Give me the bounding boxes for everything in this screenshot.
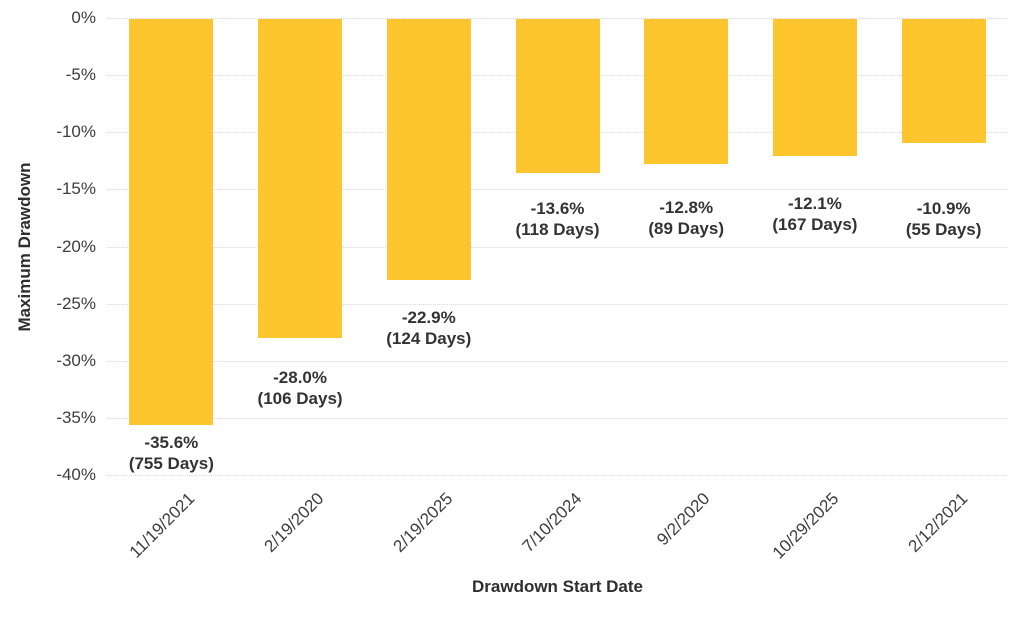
y-tick-label: 0% <box>71 8 96 27</box>
bar-percent-label: -35.6% <box>144 432 199 452</box>
bar-percent-label: -22.9% <box>401 307 456 327</box>
x-tick-label: 11/19/2021 <box>126 489 199 562</box>
bar-percent-label: -28.0% <box>273 367 327 387</box>
x-axis-title: Drawdown Start Date <box>472 577 643 596</box>
bar <box>644 19 729 165</box>
bar <box>258 19 343 338</box>
bar-value-label: -22.9% (124 Days) <box>349 307 509 349</box>
y-tick-label: -15% <box>56 179 96 199</box>
y-gridline <box>107 360 1008 362</box>
y-tick-label: -25% <box>56 293 96 313</box>
x-tick-label: 2/19/2025 <box>389 489 457 556</box>
x-tick-label: 7/10/2024 <box>518 489 585 556</box>
bar-value-label: -12.8% (89 Days) <box>606 197 766 239</box>
y-gridline <box>107 189 1008 191</box>
bar-duration-label: (755 Days) <box>128 453 214 473</box>
bar-value-label: -12.1% (167 Days) <box>735 193 895 235</box>
x-tick-label: 2/12/2021 <box>904 489 972 556</box>
bar-duration-label: (89 Days) <box>648 219 724 239</box>
bar-duration-label: (106 Days) <box>257 388 343 408</box>
y-tick-label: -20% <box>56 236 96 256</box>
y-tick-label: -40% <box>56 465 96 484</box>
bar <box>386 19 471 280</box>
bar-duration-label: (124 Days) <box>386 328 472 348</box>
x-tick-label: 2/19/2020 <box>260 489 328 556</box>
y-tick-label: -5% <box>65 65 96 85</box>
y-gridline <box>107 303 1008 305</box>
y-tick-label: -30% <box>56 350 96 370</box>
bar-percent-label: -12.8% <box>659 198 714 218</box>
x-tick-label: 9/2/2020 <box>653 489 714 550</box>
bar-percent-label: -12.1% <box>787 194 842 214</box>
x-tick-label: 10/29/2025 <box>768 489 843 563</box>
y-gridline <box>107 18 1008 19</box>
bar-duration-label: (118 Days) <box>515 220 600 240</box>
bar-duration-label: (55 Days) <box>905 219 982 239</box>
bar-duration-label: (167 Days) <box>772 215 858 235</box>
y-gridline <box>107 417 1008 419</box>
bar <box>515 19 600 174</box>
bar-value-label: -10.9% (55 Days) <box>864 198 1024 240</box>
y-tick-label: -10% <box>56 122 96 142</box>
y-gridline <box>107 246 1008 248</box>
bar <box>772 19 857 157</box>
bar-value-label: -13.6% (118 Days) <box>478 198 638 240</box>
bar-percent-label: -13.6% <box>530 199 585 219</box>
bar <box>129 19 214 425</box>
bar <box>901 19 986 143</box>
bar-value-label: -28.0% (106 Days) <box>220 367 380 409</box>
y-gridline <box>107 475 1008 476</box>
y-tick-label: -35% <box>56 407 96 427</box>
bar-percent-label: -10.9% <box>916 198 971 218</box>
bar-value-label: -35.6% (755 Days) <box>91 432 251 474</box>
